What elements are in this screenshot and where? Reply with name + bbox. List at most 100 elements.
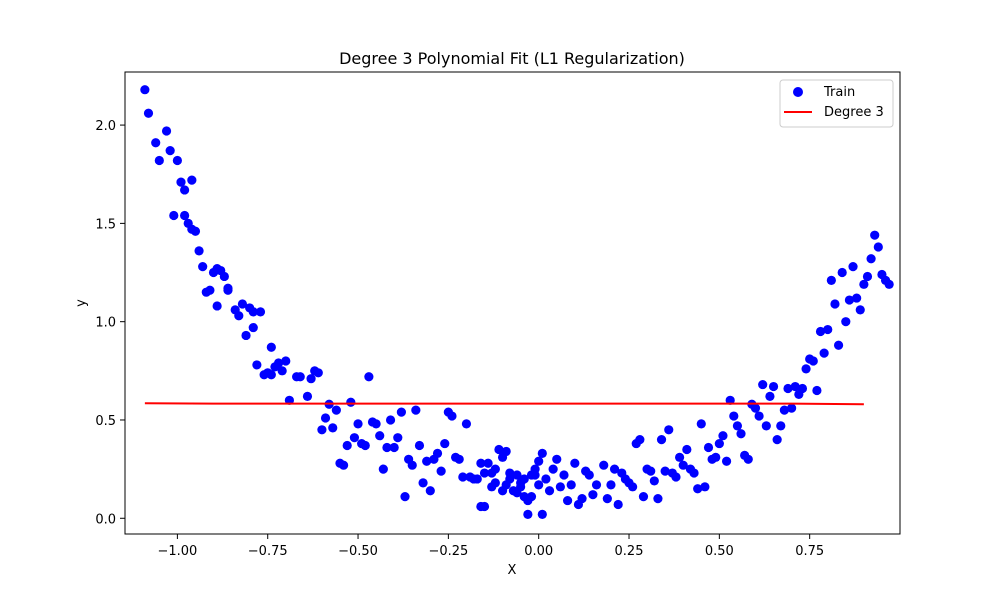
data-point — [552, 454, 562, 464]
data-point — [801, 364, 811, 374]
data-point — [396, 407, 406, 417]
data-point — [360, 440, 370, 451]
data-point — [559, 470, 569, 480]
data-point — [205, 285, 215, 295]
y-tick-label: 1.0 — [95, 316, 116, 331]
data-point — [281, 356, 291, 366]
data-point — [689, 468, 699, 478]
data-point — [400, 492, 410, 502]
data-point — [837, 267, 847, 278]
data-point — [483, 458, 493, 468]
data-point — [143, 108, 154, 118]
data-point — [696, 419, 706, 429]
data-point — [490, 478, 500, 488]
data-point — [447, 411, 457, 421]
data-point — [375, 431, 385, 441]
data-point — [859, 279, 869, 289]
data-point — [180, 210, 190, 221]
data-point — [516, 482, 526, 492]
data-point — [606, 480, 616, 490]
data-point — [866, 254, 876, 264]
data-point — [628, 482, 638, 492]
data-point — [812, 385, 822, 396]
data-point — [140, 85, 150, 95]
data-point — [776, 421, 786, 431]
data-point — [317, 425, 327, 435]
data-point — [331, 405, 341, 415]
data-point — [414, 440, 425, 451]
data-point — [371, 419, 381, 429]
line-series-degree-3 — [144, 402, 864, 406]
data-point — [772, 435, 782, 445]
data-point — [562, 495, 573, 506]
data-point — [169, 210, 179, 221]
data-point — [248, 322, 258, 333]
data-point — [295, 372, 305, 382]
data-point — [411, 405, 421, 415]
data-point — [750, 403, 761, 413]
y-tick-label: 1.5 — [95, 217, 116, 232]
data-point — [732, 421, 743, 431]
data-point — [255, 307, 266, 317]
data-point — [302, 391, 313, 401]
data-point — [219, 271, 229, 282]
data-point — [743, 454, 753, 464]
scatter-series-train — [140, 85, 894, 519]
data-point — [544, 486, 555, 496]
legend-label-train: Train — [823, 85, 855, 100]
data-point — [862, 271, 873, 282]
x-axis-title: X — [508, 563, 517, 578]
data-point — [584, 470, 594, 480]
data-point — [765, 391, 775, 401]
data-point — [501, 446, 511, 457]
data-point — [198, 262, 208, 272]
data-point — [273, 358, 284, 368]
chart-title: Degree 3 Polynomial Fit (L1 Regularizati… — [339, 49, 685, 68]
data-point — [682, 444, 692, 455]
data-point — [237, 299, 248, 309]
data-point — [711, 452, 721, 462]
data-point — [505, 468, 515, 478]
data-point — [714, 438, 724, 449]
data-point — [588, 490, 598, 500]
data-point — [848, 262, 858, 272]
y-axis: 0.0 0.5 1.0 1.5 2.0 — [95, 119, 125, 527]
data-point — [306, 374, 316, 384]
data-point — [671, 472, 681, 482]
data-point — [613, 499, 623, 510]
data-point — [494, 444, 504, 455]
data-point — [313, 368, 323, 378]
legend-box — [779, 79, 894, 128]
data-point — [223, 283, 233, 293]
data-point — [461, 419, 472, 429]
data-point — [570, 458, 580, 468]
data-point — [190, 226, 201, 236]
data-point — [555, 482, 565, 492]
data-point — [154, 155, 164, 166]
data-point — [252, 360, 262, 370]
data-point — [407, 460, 417, 470]
data-point — [870, 230, 880, 240]
legend-label-degree-3: Degree 3 — [824, 105, 884, 120]
data-point — [693, 484, 703, 494]
data-point — [378, 464, 388, 474]
y-tick-label: 2.0 — [95, 119, 116, 134]
data-point — [649, 476, 659, 486]
data-point — [161, 126, 172, 136]
data-point — [364, 372, 374, 382]
data-point — [537, 509, 547, 519]
data-point — [248, 307, 258, 317]
data-point — [721, 456, 732, 466]
data-point — [884, 279, 894, 289]
data-point — [566, 480, 576, 490]
y-tick-label: 0.5 — [95, 414, 116, 429]
data-point — [638, 492, 649, 502]
data-point — [808, 356, 818, 366]
legend-marker-train — [793, 87, 803, 97]
data-point — [266, 370, 276, 380]
data-point — [436, 466, 446, 476]
data-point — [873, 242, 883, 252]
data-point — [736, 429, 746, 439]
legend: Train Degree 3 — [779, 79, 894, 128]
